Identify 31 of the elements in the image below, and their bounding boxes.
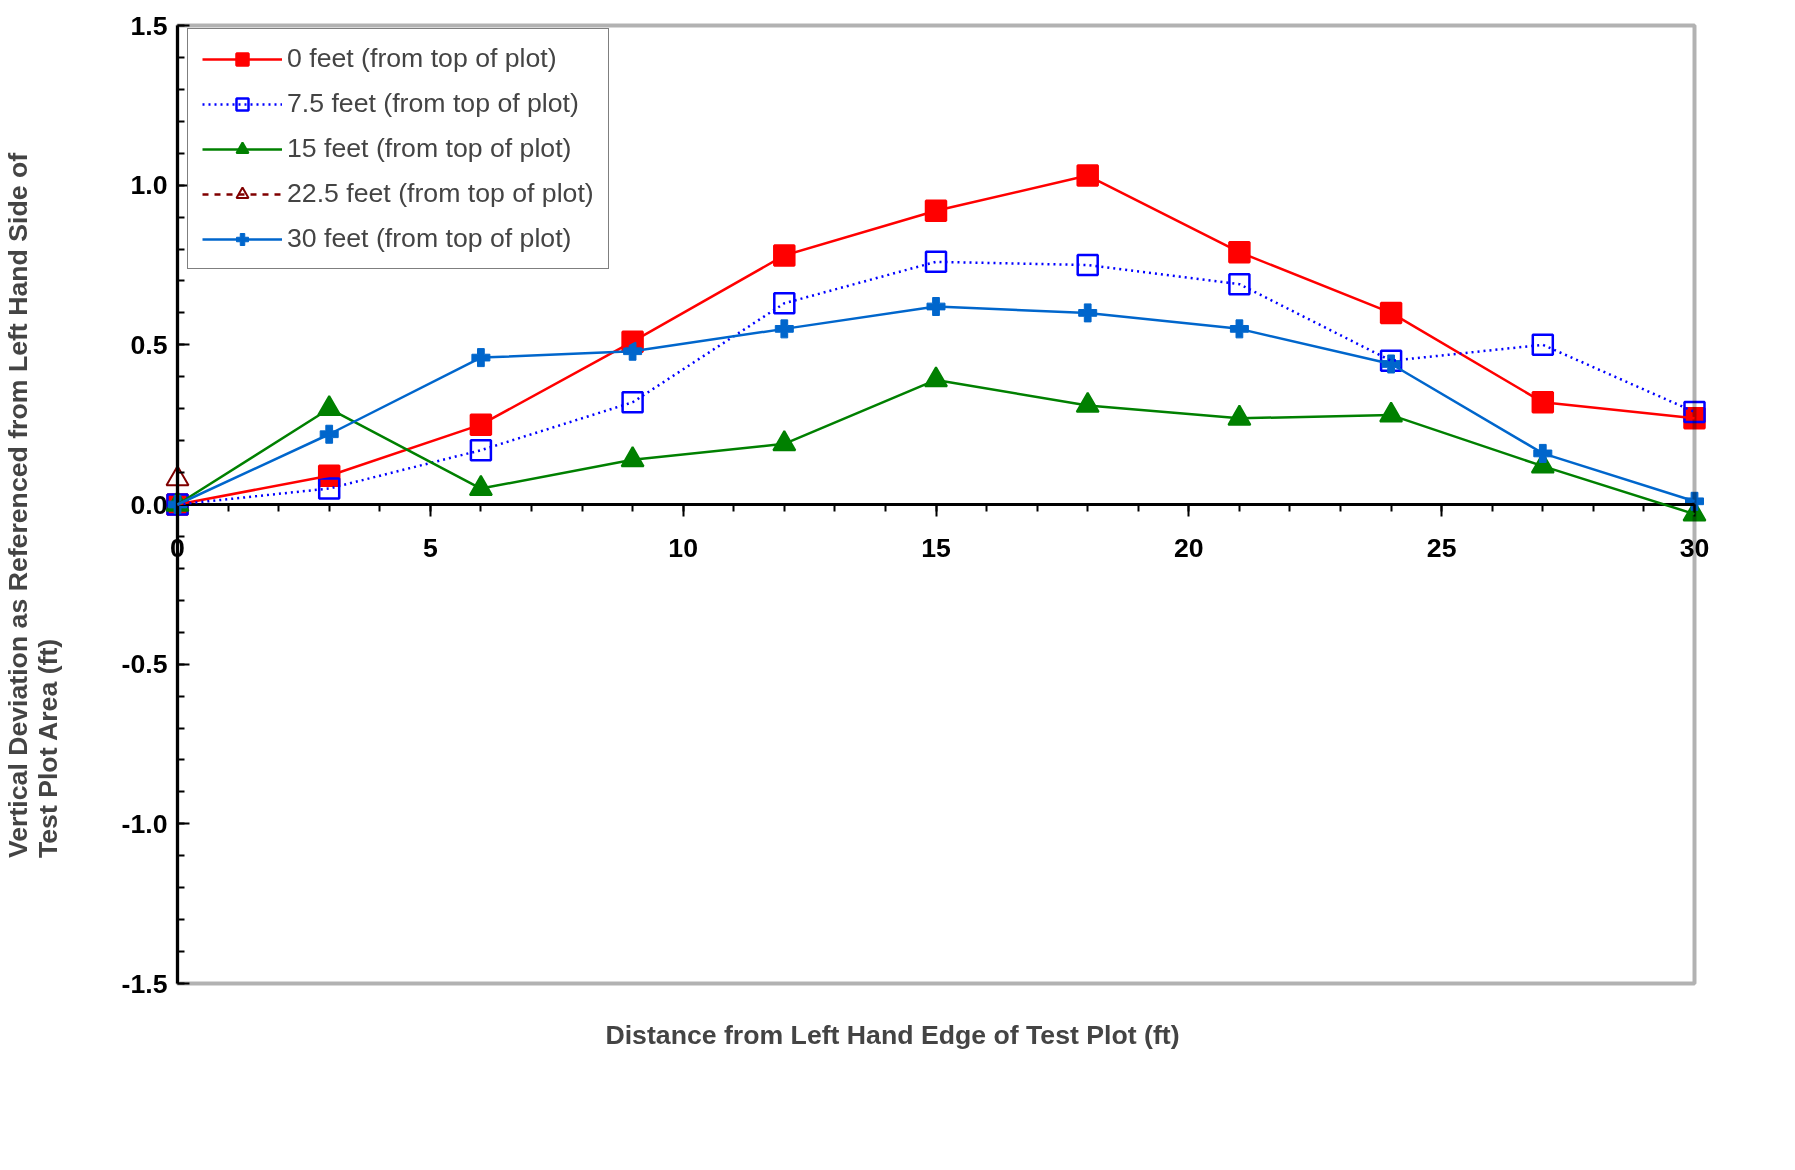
legend-label: 7.5 feet (from top of plot) (287, 88, 579, 119)
x-tick-label: 10 (668, 532, 698, 563)
point (1683, 400, 1706, 424)
point (773, 292, 796, 315)
x-tick-label: 5 (422, 532, 438, 563)
point (1076, 253, 1099, 277)
y-tick-label: 0.5 (130, 329, 168, 360)
point (1076, 164, 1099, 187)
y-tick-label: -0.5 (121, 649, 168, 680)
y-axis-title: Vertical Deviation as Referenced from Left Hand Side of Test Plot Area (ft) (2, 152, 63, 859)
point (1531, 333, 1555, 357)
x-axis-title: Distance from Left Hand Edge of Test Plot (ft) (605, 1020, 1180, 1050)
legend-label: 0 feet (from top of plot) (287, 43, 557, 74)
point (317, 477, 341, 500)
x-tick-label: 20 (1174, 532, 1204, 563)
point (773, 244, 796, 267)
x-tick-label: 15 (921, 532, 951, 563)
legend-label: 22.5 feet (from top of plot) (287, 178, 594, 209)
legend-label: 15 feet (from top of plot) (287, 133, 572, 164)
point (1379, 349, 1403, 373)
point (1228, 272, 1251, 296)
y-tick-label: 1.0 (130, 170, 168, 201)
y-tick-label: -1.0 (121, 808, 168, 839)
point (621, 391, 644, 414)
x-tick-label: 30 (1679, 532, 1710, 563)
y-tick-label: 1.5 (130, 10, 168, 41)
legend-label: 30 feet (from top of plot) (287, 223, 572, 254)
point (924, 250, 948, 274)
y-tick-label: -1.5 (121, 968, 168, 999)
x-tick-label: 25 (1426, 532, 1457, 563)
point (469, 438, 493, 462)
